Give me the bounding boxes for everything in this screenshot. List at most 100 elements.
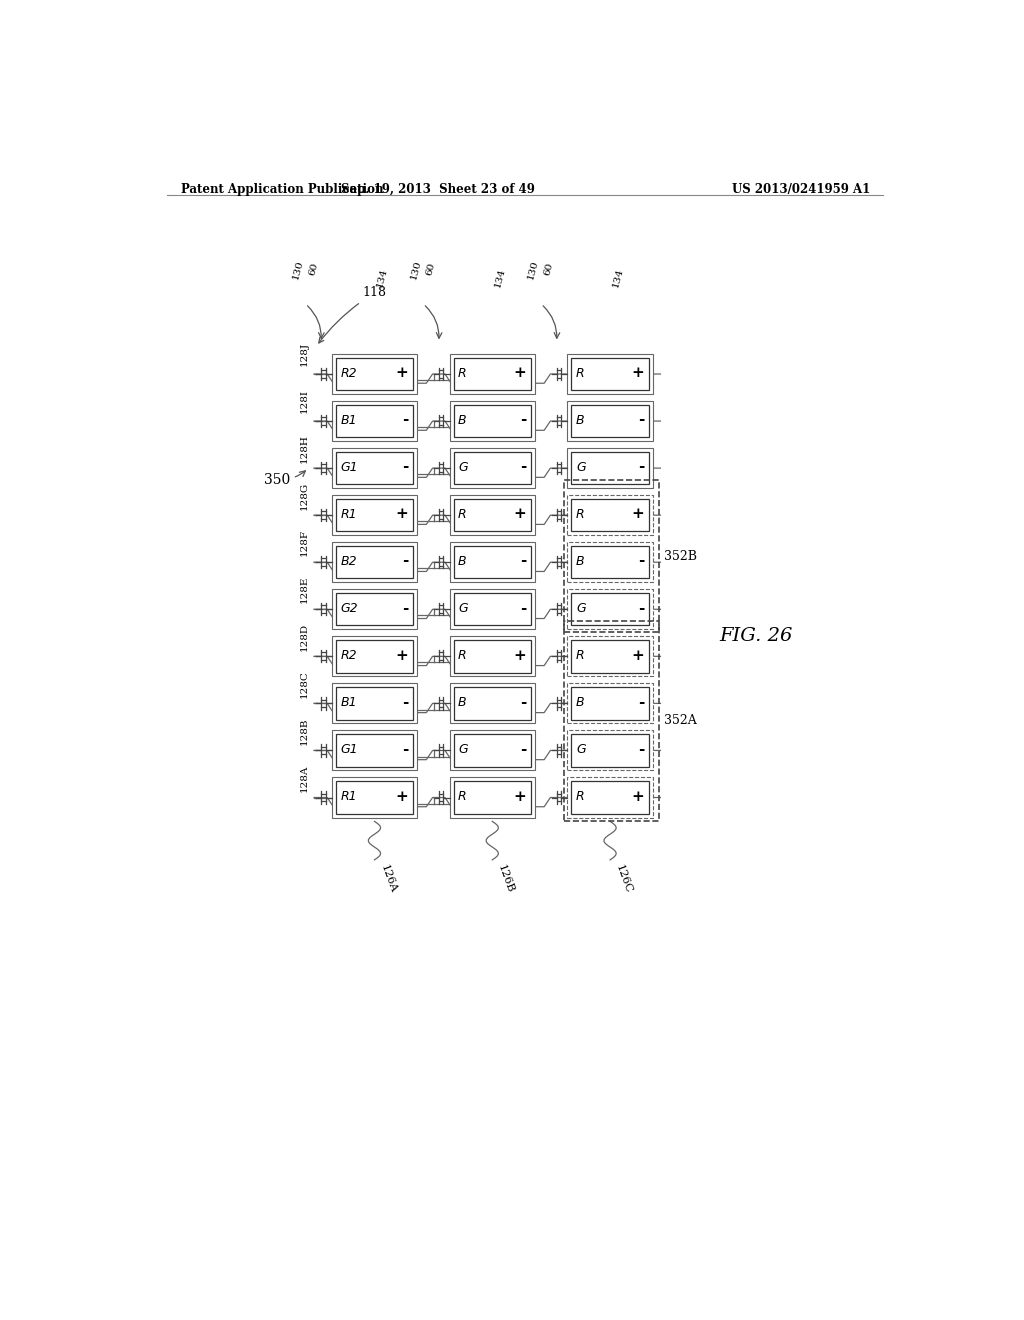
Text: 128I: 128I: [300, 389, 309, 413]
Text: B: B: [575, 554, 585, 568]
Text: -: -: [520, 461, 526, 474]
Text: R2: R2: [340, 649, 357, 663]
Text: G: G: [575, 743, 586, 756]
Text: R: R: [575, 508, 585, 521]
Text: 352B: 352B: [664, 549, 696, 562]
Bar: [450, 447, 535, 488]
Text: B: B: [575, 696, 585, 709]
Bar: [450, 589, 535, 630]
Text: G: G: [458, 602, 468, 615]
Text: -: -: [402, 461, 409, 474]
Text: -: -: [638, 602, 644, 615]
Bar: [332, 636, 417, 676]
Text: 134: 134: [611, 267, 625, 289]
Bar: [571, 734, 649, 767]
Bar: [454, 451, 531, 484]
Bar: [454, 358, 531, 391]
Text: 130: 130: [291, 259, 305, 281]
Text: 352A: 352A: [664, 714, 696, 727]
Text: R2: R2: [340, 367, 357, 380]
Text: B2: B2: [340, 554, 357, 568]
Bar: [567, 495, 652, 535]
Bar: [336, 640, 414, 672]
Bar: [454, 688, 531, 719]
Text: -: -: [402, 413, 409, 428]
Bar: [336, 734, 414, 767]
Text: +: +: [632, 789, 644, 804]
Bar: [336, 405, 414, 437]
Bar: [450, 495, 535, 535]
Bar: [454, 734, 531, 767]
Text: 134: 134: [375, 267, 389, 289]
Bar: [571, 781, 649, 813]
Bar: [571, 593, 649, 626]
Bar: [454, 640, 531, 672]
Text: -: -: [520, 554, 526, 569]
Bar: [567, 730, 652, 771]
Text: +: +: [396, 366, 409, 380]
Text: 128B: 128B: [300, 717, 309, 744]
Bar: [450, 543, 535, 582]
Text: 130: 130: [526, 259, 541, 281]
Text: -: -: [402, 696, 409, 710]
Text: -: -: [402, 554, 409, 569]
Bar: [571, 405, 649, 437]
Bar: [454, 405, 531, 437]
Text: -: -: [402, 743, 409, 756]
Text: B: B: [575, 413, 585, 426]
Text: 128F: 128F: [300, 529, 309, 556]
Bar: [571, 499, 649, 532]
Bar: [336, 451, 414, 484]
Text: R: R: [575, 367, 585, 380]
Text: +: +: [396, 789, 409, 804]
Text: R: R: [575, 791, 585, 804]
Bar: [571, 640, 649, 672]
Text: -: -: [638, 554, 644, 569]
Text: 126C: 126C: [614, 863, 634, 895]
Text: 128A: 128A: [300, 764, 309, 792]
Text: R: R: [458, 508, 467, 521]
Text: -: -: [638, 743, 644, 756]
Text: G: G: [575, 461, 586, 474]
Text: Sep. 19, 2013  Sheet 23 of 49: Sep. 19, 2013 Sheet 23 of 49: [341, 183, 535, 197]
Text: -: -: [520, 602, 526, 615]
Bar: [336, 688, 414, 719]
Bar: [450, 636, 535, 676]
Text: +: +: [514, 648, 526, 663]
Text: FIG. 26: FIG. 26: [719, 627, 793, 644]
Bar: [336, 546, 414, 578]
Bar: [332, 401, 417, 441]
Text: -: -: [520, 743, 526, 756]
Text: +: +: [514, 507, 526, 521]
Bar: [454, 499, 531, 532]
Text: G: G: [458, 743, 468, 756]
Bar: [336, 593, 414, 626]
Bar: [332, 777, 417, 817]
Text: 60: 60: [425, 261, 437, 277]
Bar: [567, 684, 652, 723]
Bar: [567, 543, 652, 582]
Text: 128G: 128G: [300, 482, 309, 510]
Bar: [454, 781, 531, 813]
Text: B1: B1: [340, 413, 357, 426]
Text: 60: 60: [307, 261, 319, 277]
Bar: [332, 543, 417, 582]
Text: 118: 118: [318, 286, 387, 343]
Bar: [450, 730, 535, 771]
Text: R: R: [458, 649, 467, 663]
Text: 134: 134: [494, 267, 507, 289]
Text: G1: G1: [340, 743, 358, 756]
Text: -: -: [520, 696, 526, 710]
Bar: [332, 447, 417, 488]
Text: B: B: [458, 554, 467, 568]
Text: +: +: [514, 789, 526, 804]
Bar: [567, 447, 652, 488]
Bar: [563, 479, 658, 632]
Text: +: +: [632, 507, 644, 521]
Text: G2: G2: [340, 602, 358, 615]
Text: R: R: [458, 791, 467, 804]
Text: R1: R1: [340, 508, 357, 521]
Text: -: -: [520, 413, 526, 428]
Text: R1: R1: [340, 791, 357, 804]
Bar: [567, 354, 652, 395]
